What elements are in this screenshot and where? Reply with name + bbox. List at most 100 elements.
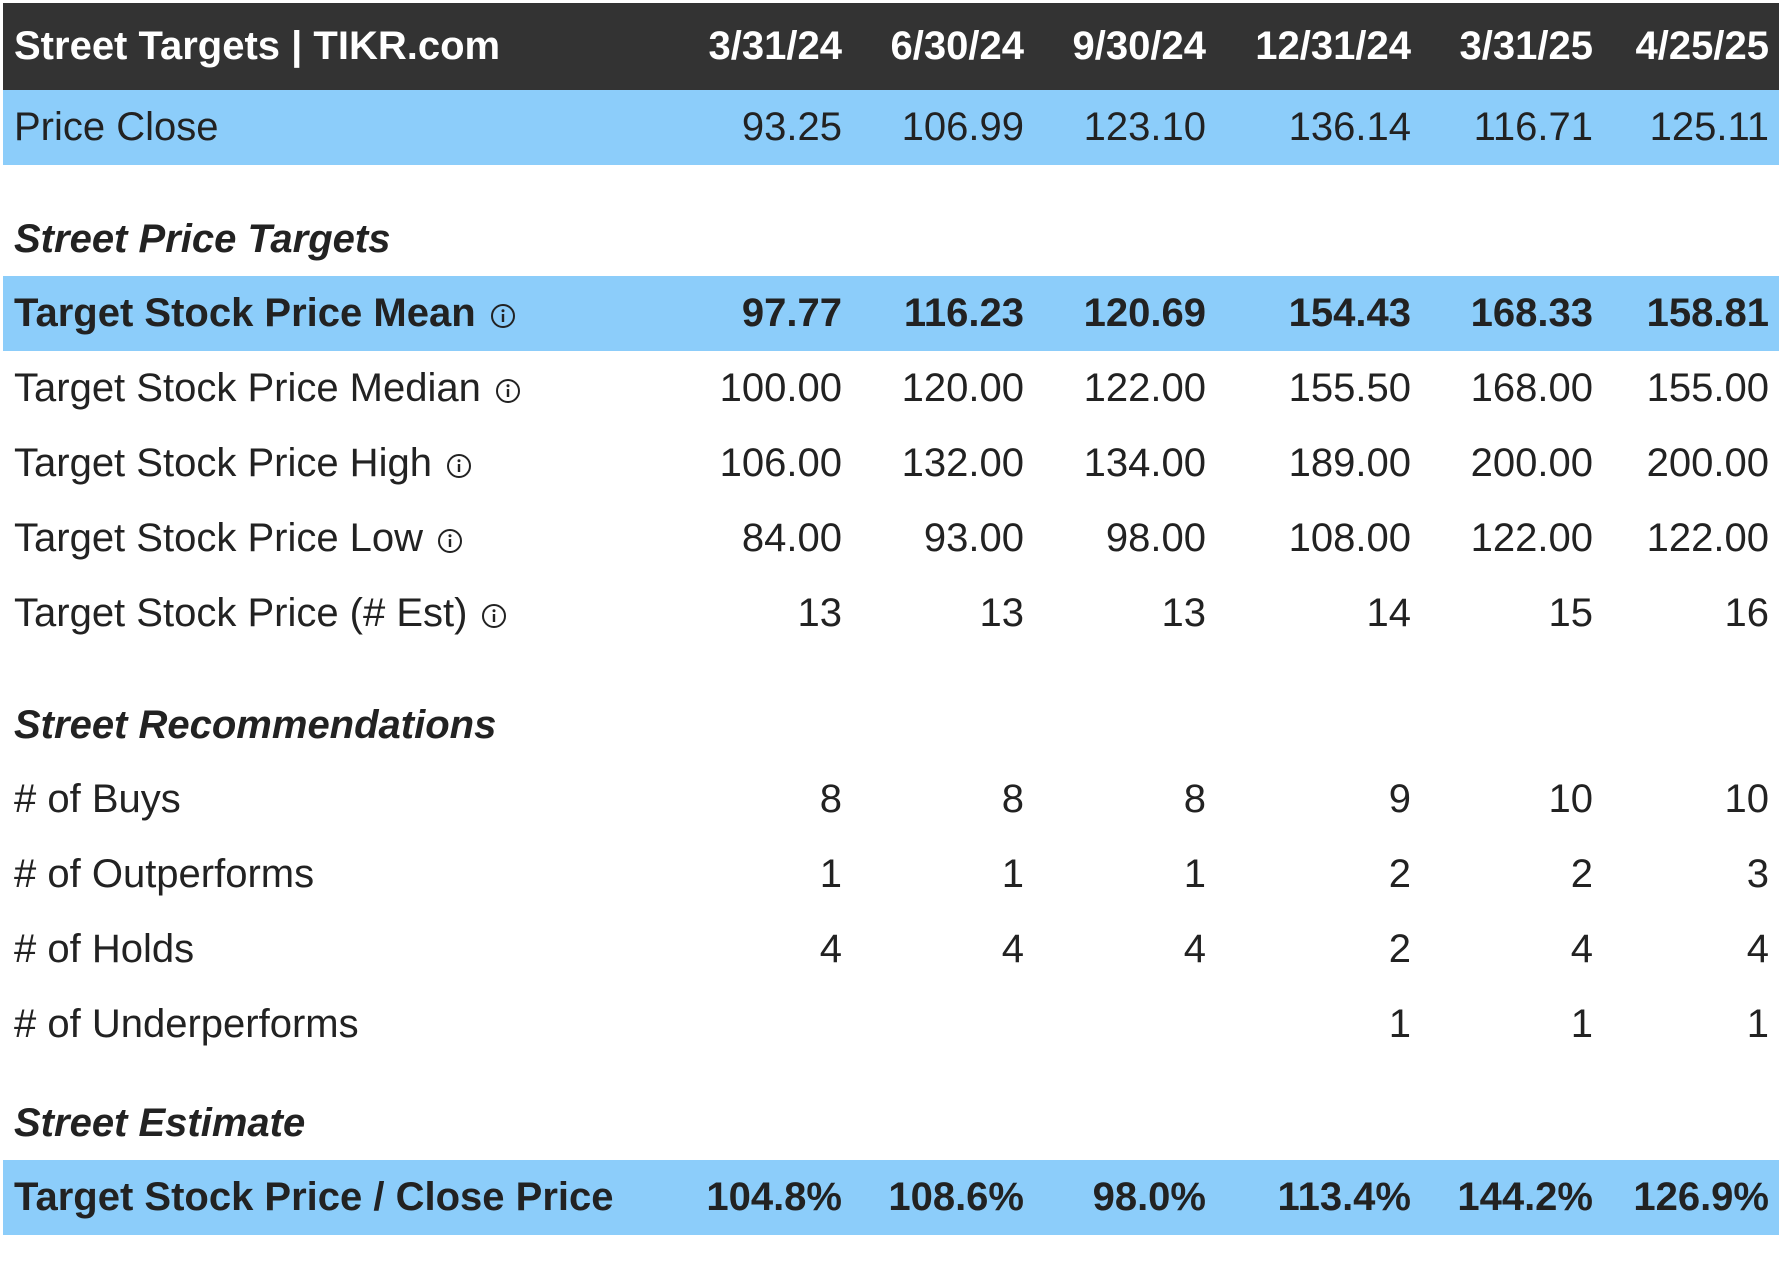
section-title: Street Price Targets bbox=[14, 217, 391, 261]
holds-row: # of Holds 4 4 4 2 4 4 bbox=[3, 912, 1779, 987]
column-header-date: 4/25/25 bbox=[1635, 24, 1769, 68]
table-header: Street Targets | TIKR.com 3/31/24 6/30/2… bbox=[3, 3, 1779, 90]
table-cell: 13 bbox=[797, 591, 843, 635]
table-cell: 122.00 bbox=[1470, 516, 1593, 560]
table-cell: 8 bbox=[1001, 777, 1024, 821]
info-circle-icon[interactable] bbox=[446, 453, 472, 479]
table-cell: 3 bbox=[1746, 852, 1769, 896]
row-label: # of Outperforms bbox=[14, 852, 315, 896]
info-circle-icon[interactable] bbox=[490, 303, 516, 329]
table-cell: 2 bbox=[1388, 852, 1411, 896]
table-cell: 97.77 bbox=[741, 291, 842, 335]
row-label: Target Stock Price / Close Price bbox=[14, 1175, 614, 1219]
target-high-row: Target Stock Price High 106.00 132.00 13… bbox=[3, 426, 1779, 501]
row-label-cell: Target Stock Price High bbox=[3, 441, 660, 486]
table-cell: 1 bbox=[1183, 852, 1206, 896]
table-cell: 1 bbox=[819, 852, 842, 896]
table-cell: 4 bbox=[1746, 927, 1769, 971]
target-est-count-row: Target Stock Price (# Est) 13 13 13 14 1… bbox=[3, 576, 1779, 651]
table-cell: 4 bbox=[1570, 927, 1593, 971]
table-cell: 108.6% bbox=[888, 1175, 1024, 1219]
section-title: Street Estimate bbox=[14, 1101, 306, 1145]
target-low-row: Target Stock Price Low 84.00 93.00 98.00… bbox=[3, 501, 1779, 576]
row-label: # of Holds bbox=[14, 927, 195, 971]
table-cell: 126.9% bbox=[1633, 1175, 1769, 1219]
table-cell: 122.00 bbox=[1646, 516, 1769, 560]
table-cell: 144.2% bbox=[1457, 1175, 1593, 1219]
info-circle-icon[interactable] bbox=[437, 528, 463, 554]
table-cell: 116.23 bbox=[903, 291, 1024, 335]
section-title: Street Recommendations bbox=[14, 703, 497, 747]
row-label: Price Close bbox=[14, 105, 219, 149]
row-label: Target Stock Price Mean bbox=[14, 291, 476, 335]
section-heading-recommendations: Street Recommendations bbox=[3, 651, 1779, 762]
table-cell: 10 bbox=[1724, 777, 1770, 821]
row-label-cell: Target Stock Price Mean bbox=[3, 291, 660, 336]
target-close-ratio-row: Target Stock Price / Close Price 104.8% … bbox=[3, 1160, 1779, 1235]
row-label: Target Stock Price High bbox=[14, 441, 432, 485]
table-cell: 155.50 bbox=[1288, 366, 1411, 410]
table-cell: 155.00 bbox=[1646, 366, 1769, 410]
table-cell: 100.00 bbox=[719, 366, 842, 410]
row-label-cell: Target Stock Price Median bbox=[3, 366, 660, 411]
row-label-cell: Target Stock Price (# Est) bbox=[3, 591, 660, 636]
table-cell: 116.71 bbox=[1473, 105, 1593, 149]
buys-row: # of Buys 8 8 8 9 10 10 bbox=[3, 762, 1779, 837]
table-cell: 134.00 bbox=[1083, 441, 1206, 485]
row-label: Target Stock Price Low bbox=[14, 516, 424, 560]
table-cell: 13 bbox=[979, 591, 1025, 635]
row-label-cell: Target Stock Price Low bbox=[3, 516, 660, 561]
table-cell: 1 bbox=[1388, 1002, 1411, 1046]
price-close-row: Price Close 93.25 106.99 123.10 136.14 1… bbox=[3, 90, 1779, 165]
table-cell: 132.00 bbox=[901, 441, 1024, 485]
column-header-date: 12/31/24 bbox=[1255, 24, 1411, 68]
table-cell: 122.00 bbox=[1083, 366, 1206, 410]
table-cell: 120.00 bbox=[901, 366, 1024, 410]
table-cell: 1 bbox=[1001, 852, 1024, 896]
row-label: Target Stock Price (# Est) bbox=[14, 591, 468, 635]
table-cell: 9 bbox=[1388, 777, 1411, 821]
column-header-date: 3/31/25 bbox=[1459, 24, 1593, 68]
table-cell: 113.4% bbox=[1277, 1175, 1411, 1219]
table-cell: 98.00 bbox=[1105, 516, 1206, 560]
table-cell: 120.69 bbox=[1083, 291, 1206, 335]
section-heading-estimate: Street Estimate bbox=[3, 1062, 1779, 1160]
street-targets-table: Street Targets | TIKR.com 3/31/24 6/30/2… bbox=[3, 3, 1779, 1235]
table-cell: 93.00 bbox=[923, 516, 1024, 560]
info-circle-icon[interactable] bbox=[481, 603, 507, 629]
table-cell: 84.00 bbox=[741, 516, 842, 560]
outperforms-row: # of Outperforms 1 1 1 2 2 3 bbox=[3, 837, 1779, 912]
table-cell: 10 bbox=[1548, 777, 1594, 821]
table-cell: 125.11 bbox=[1649, 105, 1769, 149]
table-cell: 1 bbox=[1746, 1002, 1769, 1046]
table-cell: 13 bbox=[1161, 591, 1207, 635]
table-cell: 200.00 bbox=[1470, 441, 1593, 485]
row-label: # of Underperforms bbox=[14, 1002, 359, 1046]
row-label: Target Stock Price Median bbox=[14, 366, 481, 410]
row-label: # of Buys bbox=[14, 777, 181, 821]
table-cell: 106.00 bbox=[719, 441, 842, 485]
table-cell: 4 bbox=[1183, 927, 1206, 971]
column-header-date: 9/30/24 bbox=[1072, 24, 1206, 68]
table-cell: 168.00 bbox=[1470, 366, 1593, 410]
table-cell: 108.00 bbox=[1288, 516, 1411, 560]
table-cell: 4 bbox=[819, 927, 842, 971]
table-cell: 168.33 bbox=[1470, 291, 1593, 335]
table-cell: 189.00 bbox=[1288, 441, 1411, 485]
table-title: Street Targets | TIKR.com bbox=[14, 24, 501, 68]
table-cell: 154.43 bbox=[1288, 291, 1411, 335]
table-cell: 4 bbox=[1001, 927, 1024, 971]
table-cell: 104.8% bbox=[706, 1175, 842, 1219]
table-cell: 16 bbox=[1724, 591, 1770, 635]
table-cell: 158.81 bbox=[1646, 291, 1769, 335]
info-circle-icon[interactable] bbox=[495, 378, 521, 404]
table-cell: 8 bbox=[1183, 777, 1206, 821]
section-heading-price-targets: Street Price Targets bbox=[3, 165, 1779, 276]
table-cell: 98.0% bbox=[1092, 1175, 1206, 1219]
table-cell: 106.99 bbox=[901, 105, 1024, 149]
underperforms-row: # of Underperforms 1 1 1 bbox=[3, 987, 1779, 1062]
table-cell: 136.14 bbox=[1288, 105, 1411, 149]
table-cell: 200.00 bbox=[1646, 441, 1769, 485]
table-cell: 15 bbox=[1548, 591, 1594, 635]
column-header-date: 3/31/24 bbox=[708, 24, 842, 68]
